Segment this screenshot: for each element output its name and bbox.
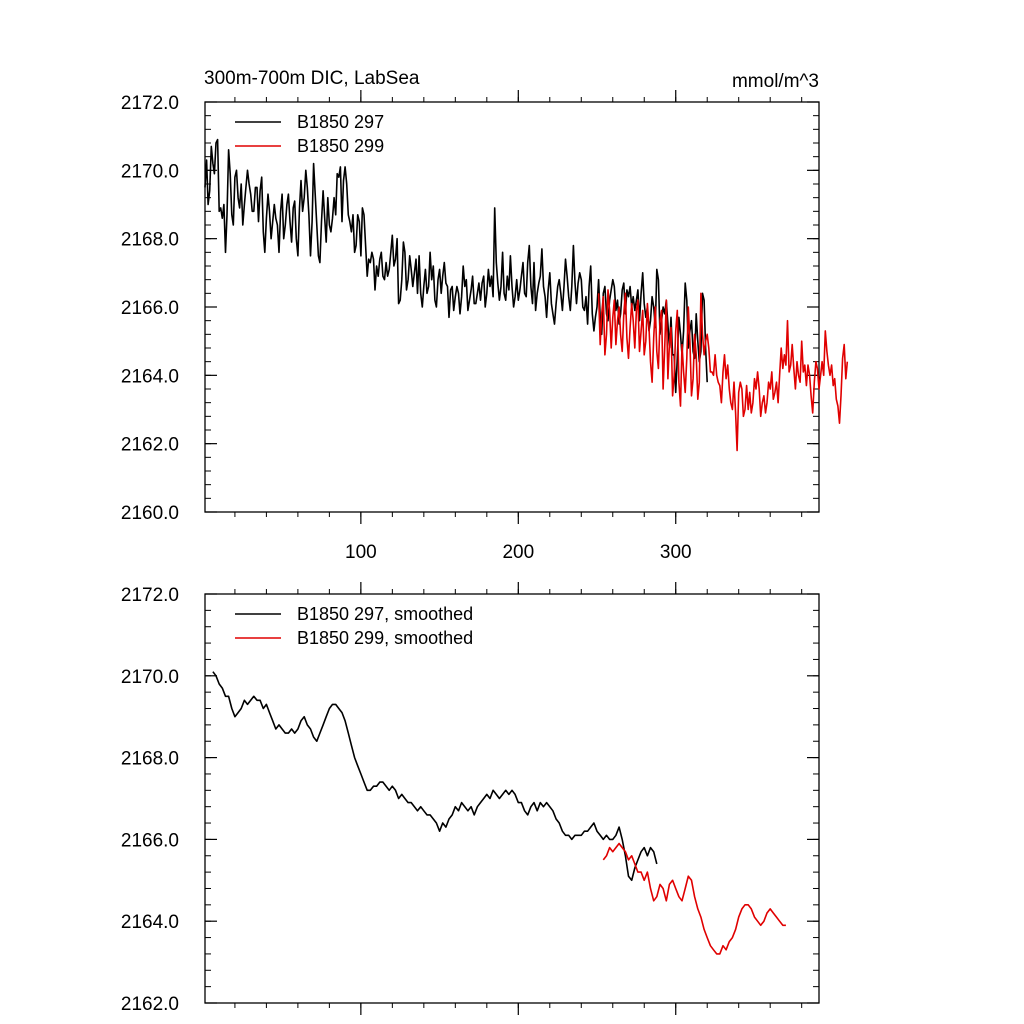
y-tick-label: 2168.0 [121, 230, 179, 251]
y-tick-label: 2164.0 [121, 366, 179, 387]
legend-label: B1850 297, smoothed [297, 604, 473, 624]
chart-units: mmol/m^3 [732, 71, 819, 92]
y-tick-label: 2166.0 [121, 830, 179, 851]
y-tick-label: 2168.0 [121, 749, 179, 770]
y-tick-label: 2172.0 [121, 585, 179, 606]
x-tick-label: 100 [345, 542, 377, 563]
series-line-1 [204, 138, 708, 394]
y-tick-label: 2162.0 [121, 435, 179, 456]
plot-frame [204, 593, 820, 1004]
y-tick-label: 2162.0 [121, 994, 179, 1015]
legend-label: B1850 299, smoothed [297, 628, 473, 648]
y-tick-label: 2160.0 [121, 503, 179, 524]
series-line-1 [212, 671, 658, 882]
legend-label: B1850 299 [297, 136, 384, 156]
x-tick-label: 200 [502, 542, 534, 563]
y-tick-label: 2172.0 [121, 93, 179, 114]
y-tick-label: 2164.0 [121, 912, 179, 933]
series-line-2 [597, 289, 849, 452]
series-line-2 [602, 842, 786, 955]
chart-title: 300m-700m DIC, LabSea [204, 68, 420, 89]
y-tick-label: 2166.0 [121, 298, 179, 319]
y-tick-label: 2170.0 [121, 161, 179, 182]
legend-label: B1850 297 [297, 112, 384, 132]
panel-bottom: 2162.0 2164.0 2166.0 2168.0 2170.0 2172.0 B18… [121, 582, 820, 1015]
panel-top: 300m-700m DIC, LabSea mmol/m^3 2160.0 216… [121, 68, 849, 563]
plot-frame [204, 101, 820, 513]
x-tick-label: 300 [660, 542, 692, 563]
y-tick-label: 2170.0 [121, 667, 179, 688]
